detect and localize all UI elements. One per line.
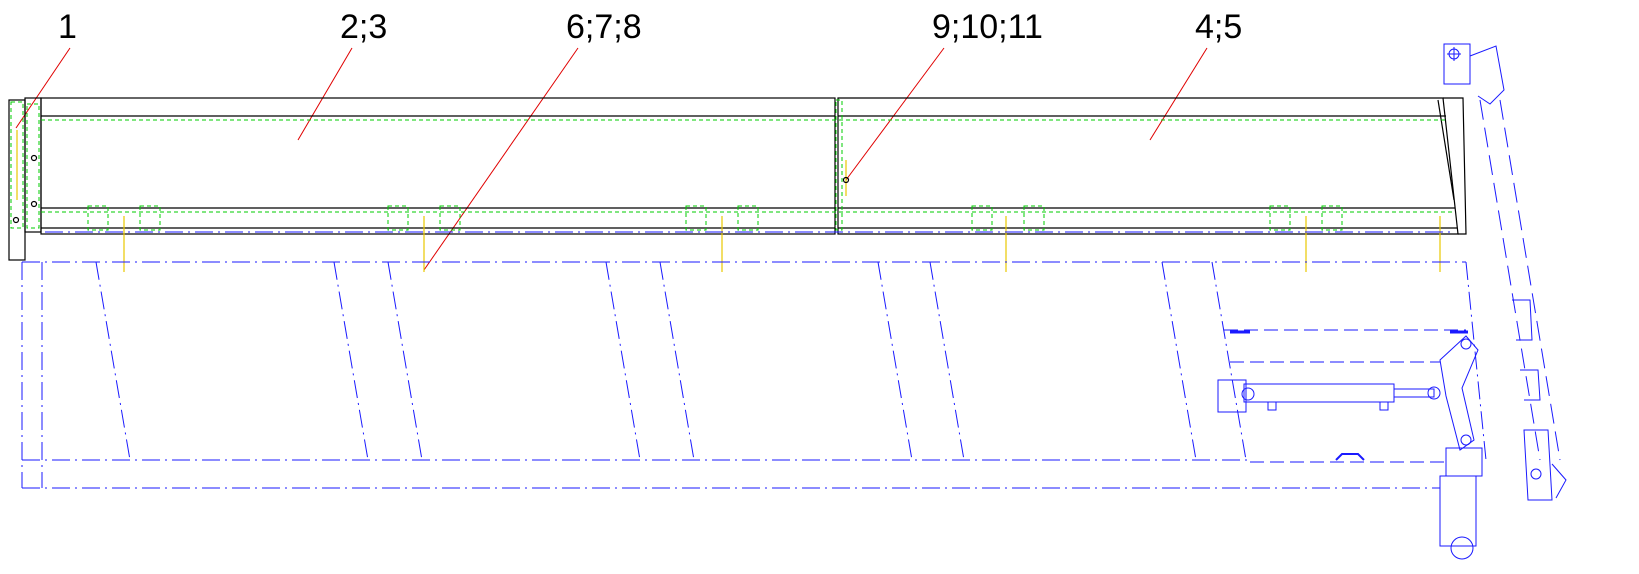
leader-line-9-10-11 <box>845 47 945 181</box>
rear-post-inner <box>1437 99 1455 201</box>
cross-member-5a <box>1211 261 1247 461</box>
hinge-plate-1b <box>139 205 161 231</box>
hinge-plate-3b <box>737 205 759 231</box>
cross-member-1a <box>95 261 131 461</box>
cylinder-port-2 <box>1379 401 1389 411</box>
rear-bracket-2 <box>1520 369 1541 401</box>
panel-right <box>837 97 1459 235</box>
panel-left <box>40 97 836 235</box>
rear-hook <box>1551 463 1567 499</box>
rear-pivot-icon <box>1530 468 1542 480</box>
hydraulic-cylinder-body <box>1243 383 1395 403</box>
side-panels <box>8 97 1467 261</box>
center-joint-hidden <box>835 99 843 231</box>
fastener-head-b <box>30 200 38 208</box>
lever-arm <box>1439 335 1479 451</box>
callout-label-9-10-11: 9;10;11 <box>932 8 1043 46</box>
hidden-green-details <box>10 99 1455 231</box>
fitting-3 <box>1335 453 1365 461</box>
hinge-plate-4a <box>971 205 993 231</box>
tipping-mechanism <box>1217 43 1567 560</box>
fastener-head-a <box>30 154 38 162</box>
callout-label-6-7-8: 6;7;8 <box>566 8 642 46</box>
hinge-plate-2b <box>439 205 461 231</box>
lever-pivot-top-icon <box>1460 338 1472 350</box>
rear-bracket-1 <box>1512 299 1533 341</box>
cylinder-port-1 <box>1267 401 1277 411</box>
cross-member-2a <box>387 261 423 461</box>
hydraulic-cylinder-rod <box>1393 388 1435 398</box>
cylinder-pivot-left-icon <box>1241 387 1255 401</box>
hinge-plate-5b <box>1321 205 1343 231</box>
leader-line-6-7-8 <box>423 47 579 271</box>
callout-label-1: 1 <box>58 8 77 46</box>
cross-member-4a <box>929 261 965 461</box>
rear-frame-inner <box>1499 99 1561 461</box>
cross-member-3a <box>659 261 695 461</box>
hinge-plate-2a <box>387 205 409 231</box>
lower-support-leg <box>1439 475 1477 547</box>
cross-member-5b <box>1465 261 1487 461</box>
rear-frame-outer <box>1479 99 1541 461</box>
fastener-head-c <box>12 216 20 224</box>
cross-member-3b <box>877 261 913 461</box>
hinge-plate-3a <box>685 205 707 231</box>
hinge-plate-5a <box>1269 205 1291 231</box>
end-post-hidden <box>10 101 24 229</box>
callout-label-4-5: 4;5 <box>1195 8 1242 46</box>
cross-member-1b <box>333 261 369 461</box>
callout-label-2-3: 2;3 <box>340 8 387 46</box>
hinge-plate-1a <box>87 205 109 231</box>
cylinder-pivot-right-icon <box>1427 386 1441 400</box>
rear-post <box>1443 97 1467 235</box>
callout-labels: 1 2;3 6;7;8 9;10;11 4;5 <box>58 8 1242 46</box>
end-post-hidden-2 <box>26 103 40 229</box>
leader-line-4-5 <box>1149 47 1208 141</box>
upper-bracket <box>1443 43 1471 85</box>
lever-pivot-bottom-icon <box>1460 434 1472 446</box>
cylinder-mount-left <box>1217 379 1247 413</box>
fasteners <box>12 130 1441 272</box>
rear-bracket-3 <box>1523 429 1553 501</box>
upper-bracket-arm <box>1469 45 1505 105</box>
hinge-plate-4b <box>1023 205 1045 231</box>
leader-lines <box>15 47 1208 271</box>
lower-roller-icon <box>1450 536 1474 560</box>
leader-line-2-3 <box>297 47 353 141</box>
lower-support-block <box>1445 447 1483 477</box>
hidden-chassis <box>21 231 1487 489</box>
fastener-head-d <box>842 176 850 184</box>
cross-member-4b <box>1161 261 1197 461</box>
cross-member-2b <box>605 261 641 461</box>
